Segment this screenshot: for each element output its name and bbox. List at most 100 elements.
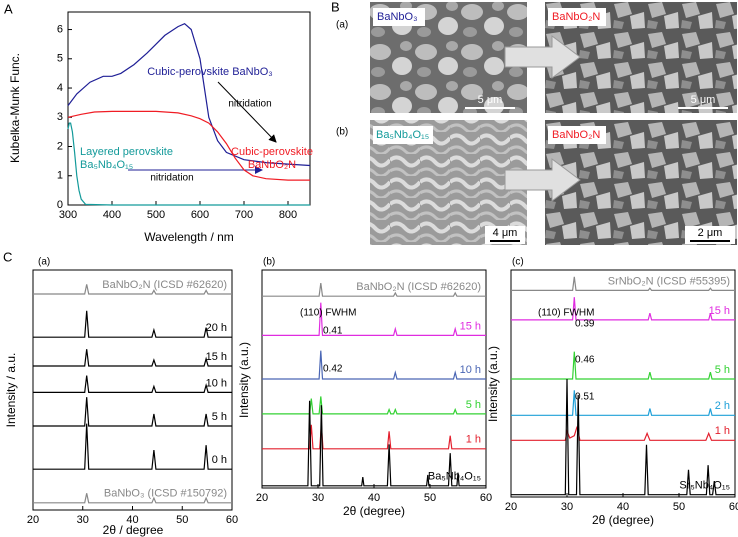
series-line <box>33 397 232 427</box>
series-label: 5 h <box>212 411 227 423</box>
series-label: Ba₅Nb₄O₁₅ <box>428 471 481 483</box>
x-tick-label: 800 <box>279 209 297 221</box>
series-label: 1 h <box>466 434 481 446</box>
x-axis-label: 2θ / degree <box>103 523 164 537</box>
x-tick-label: 300 <box>59 209 77 221</box>
series-line <box>67 22 311 167</box>
scale-label: 5 μm <box>478 94 503 106</box>
y-tick-label: 4 <box>57 82 63 94</box>
x-tick-label: 30 <box>77 514 89 526</box>
series-line <box>33 423 232 470</box>
arrow <box>504 158 581 202</box>
y-axis-label: Intensity (a.u.) <box>486 346 500 422</box>
y-axis-label: Intensity (a.u.) <box>237 342 251 418</box>
series-label: 15 h <box>709 305 730 317</box>
y-tick-label: 3 <box>57 111 63 123</box>
series-line <box>262 400 486 487</box>
panel-label: (b) <box>263 257 275 268</box>
scale-label: 5 μm <box>691 94 716 106</box>
x-tick-label: 50 <box>424 492 436 504</box>
panel-label: (c) <box>512 257 524 268</box>
x-tick-label: 600 <box>191 209 209 221</box>
arrow <box>217 81 277 143</box>
x-tick-label: 40 <box>126 514 138 526</box>
x-tick-label: 60 <box>480 492 492 504</box>
y-tick-label: 6 <box>57 23 63 35</box>
label-box <box>373 126 433 144</box>
x-tick-label: 700 <box>235 209 253 221</box>
series-label: SrNbO₂N (ICSD #55395) <box>608 275 730 287</box>
arrow <box>504 35 581 79</box>
label-box <box>485 226 525 244</box>
series-label: BaNbO₂N (ICSD #62620) <box>102 279 227 291</box>
series-line <box>67 110 310 181</box>
row-label: (b) <box>336 127 348 138</box>
annotation: 0.42 <box>323 364 343 375</box>
series-line <box>511 351 735 380</box>
series-line <box>262 350 486 380</box>
x-tick-label: 40 <box>617 501 629 513</box>
annotation: (110) FWHM <box>300 308 356 319</box>
x-tick-label: 400 <box>103 209 121 221</box>
x-tick-label: 20 <box>27 514 39 526</box>
label-box <box>685 226 735 244</box>
series-label: 15 h <box>460 320 481 332</box>
x-tick-label: 60 <box>729 501 738 513</box>
x-tick-label: 20 <box>505 501 517 513</box>
series-line <box>33 349 232 367</box>
series-label: 20 h <box>206 322 227 334</box>
series-line <box>33 310 232 338</box>
annotation: (110) FWHM <box>538 308 594 319</box>
series-label: 1 h <box>715 425 730 437</box>
series-line <box>262 396 486 415</box>
plot-frame <box>510 269 736 498</box>
x-axis-label: 2θ (degree) <box>592 513 654 527</box>
section-label: C <box>3 249 12 264</box>
x-tick-label: 30 <box>312 492 324 504</box>
series-line <box>67 122 310 206</box>
annotation: nitridation <box>150 173 193 184</box>
panel-label: A <box>4 1 13 16</box>
series-label: 5 h <box>715 364 730 376</box>
x-tick-label: 30 <box>561 501 573 513</box>
series-label: Layered perovskite Ba₅Nb₄O₁₅ <box>80 146 173 171</box>
annotation: 0.41 <box>323 326 343 337</box>
sem-panel: BaNbO₃ BaNbO₂N Ba₅Nb₄O₁₅ BaNbO₂N 5 μm 5 … <box>3 0 737 264</box>
series-line <box>33 375 232 393</box>
x-tick-label: 50 <box>673 501 685 513</box>
y-tick-label: 2 <box>57 140 63 152</box>
series-label: BaNbO₃ (ICSD #150792) <box>104 488 227 500</box>
x-tick-label: 60 <box>226 514 238 526</box>
annotation: nitridation <box>228 99 271 110</box>
annotation: 0.39 <box>575 319 595 330</box>
y-tick-label: 0 <box>57 199 63 211</box>
section-label: B <box>331 0 340 14</box>
plot-frame <box>32 269 233 511</box>
label-box <box>548 8 606 26</box>
series-label: 2 h <box>715 400 730 412</box>
sem-label: BaNbO₂N <box>552 129 600 141</box>
scale-label: 4 μm <box>493 227 518 239</box>
series-label: 5 h <box>466 399 481 411</box>
series-label: 10 h <box>206 377 227 389</box>
x-tick-label: 50 <box>176 514 188 526</box>
y-tick-label: 1 <box>57 170 63 182</box>
series-label: 0 h <box>212 454 227 466</box>
series-line <box>262 302 486 336</box>
series-label: Sr₅Nb₄O₁₅ <box>679 480 730 492</box>
series-line <box>511 297 735 321</box>
x-tick-label: 40 <box>368 492 380 504</box>
series-line <box>33 284 232 295</box>
sem-label: Ba₅Nb₄O₁₅ <box>376 129 429 141</box>
x-axis-label: 2θ (degree) <box>343 504 405 518</box>
panel-label: (a) <box>38 257 50 268</box>
x-axis-label: Wavelength / nm <box>144 230 234 244</box>
sem-label: BaNbO₃ <box>377 11 418 23</box>
series-line <box>262 283 486 297</box>
y-axis-label: Kubelka-Munk Func. <box>8 53 22 163</box>
series-label: Cubic-perovskite BaNbO₃ <box>147 66 273 78</box>
y-tick-label: 5 <box>57 53 63 65</box>
scale-label: 2 μm <box>698 227 723 239</box>
sem-label: BaNbO₂N <box>552 11 600 23</box>
